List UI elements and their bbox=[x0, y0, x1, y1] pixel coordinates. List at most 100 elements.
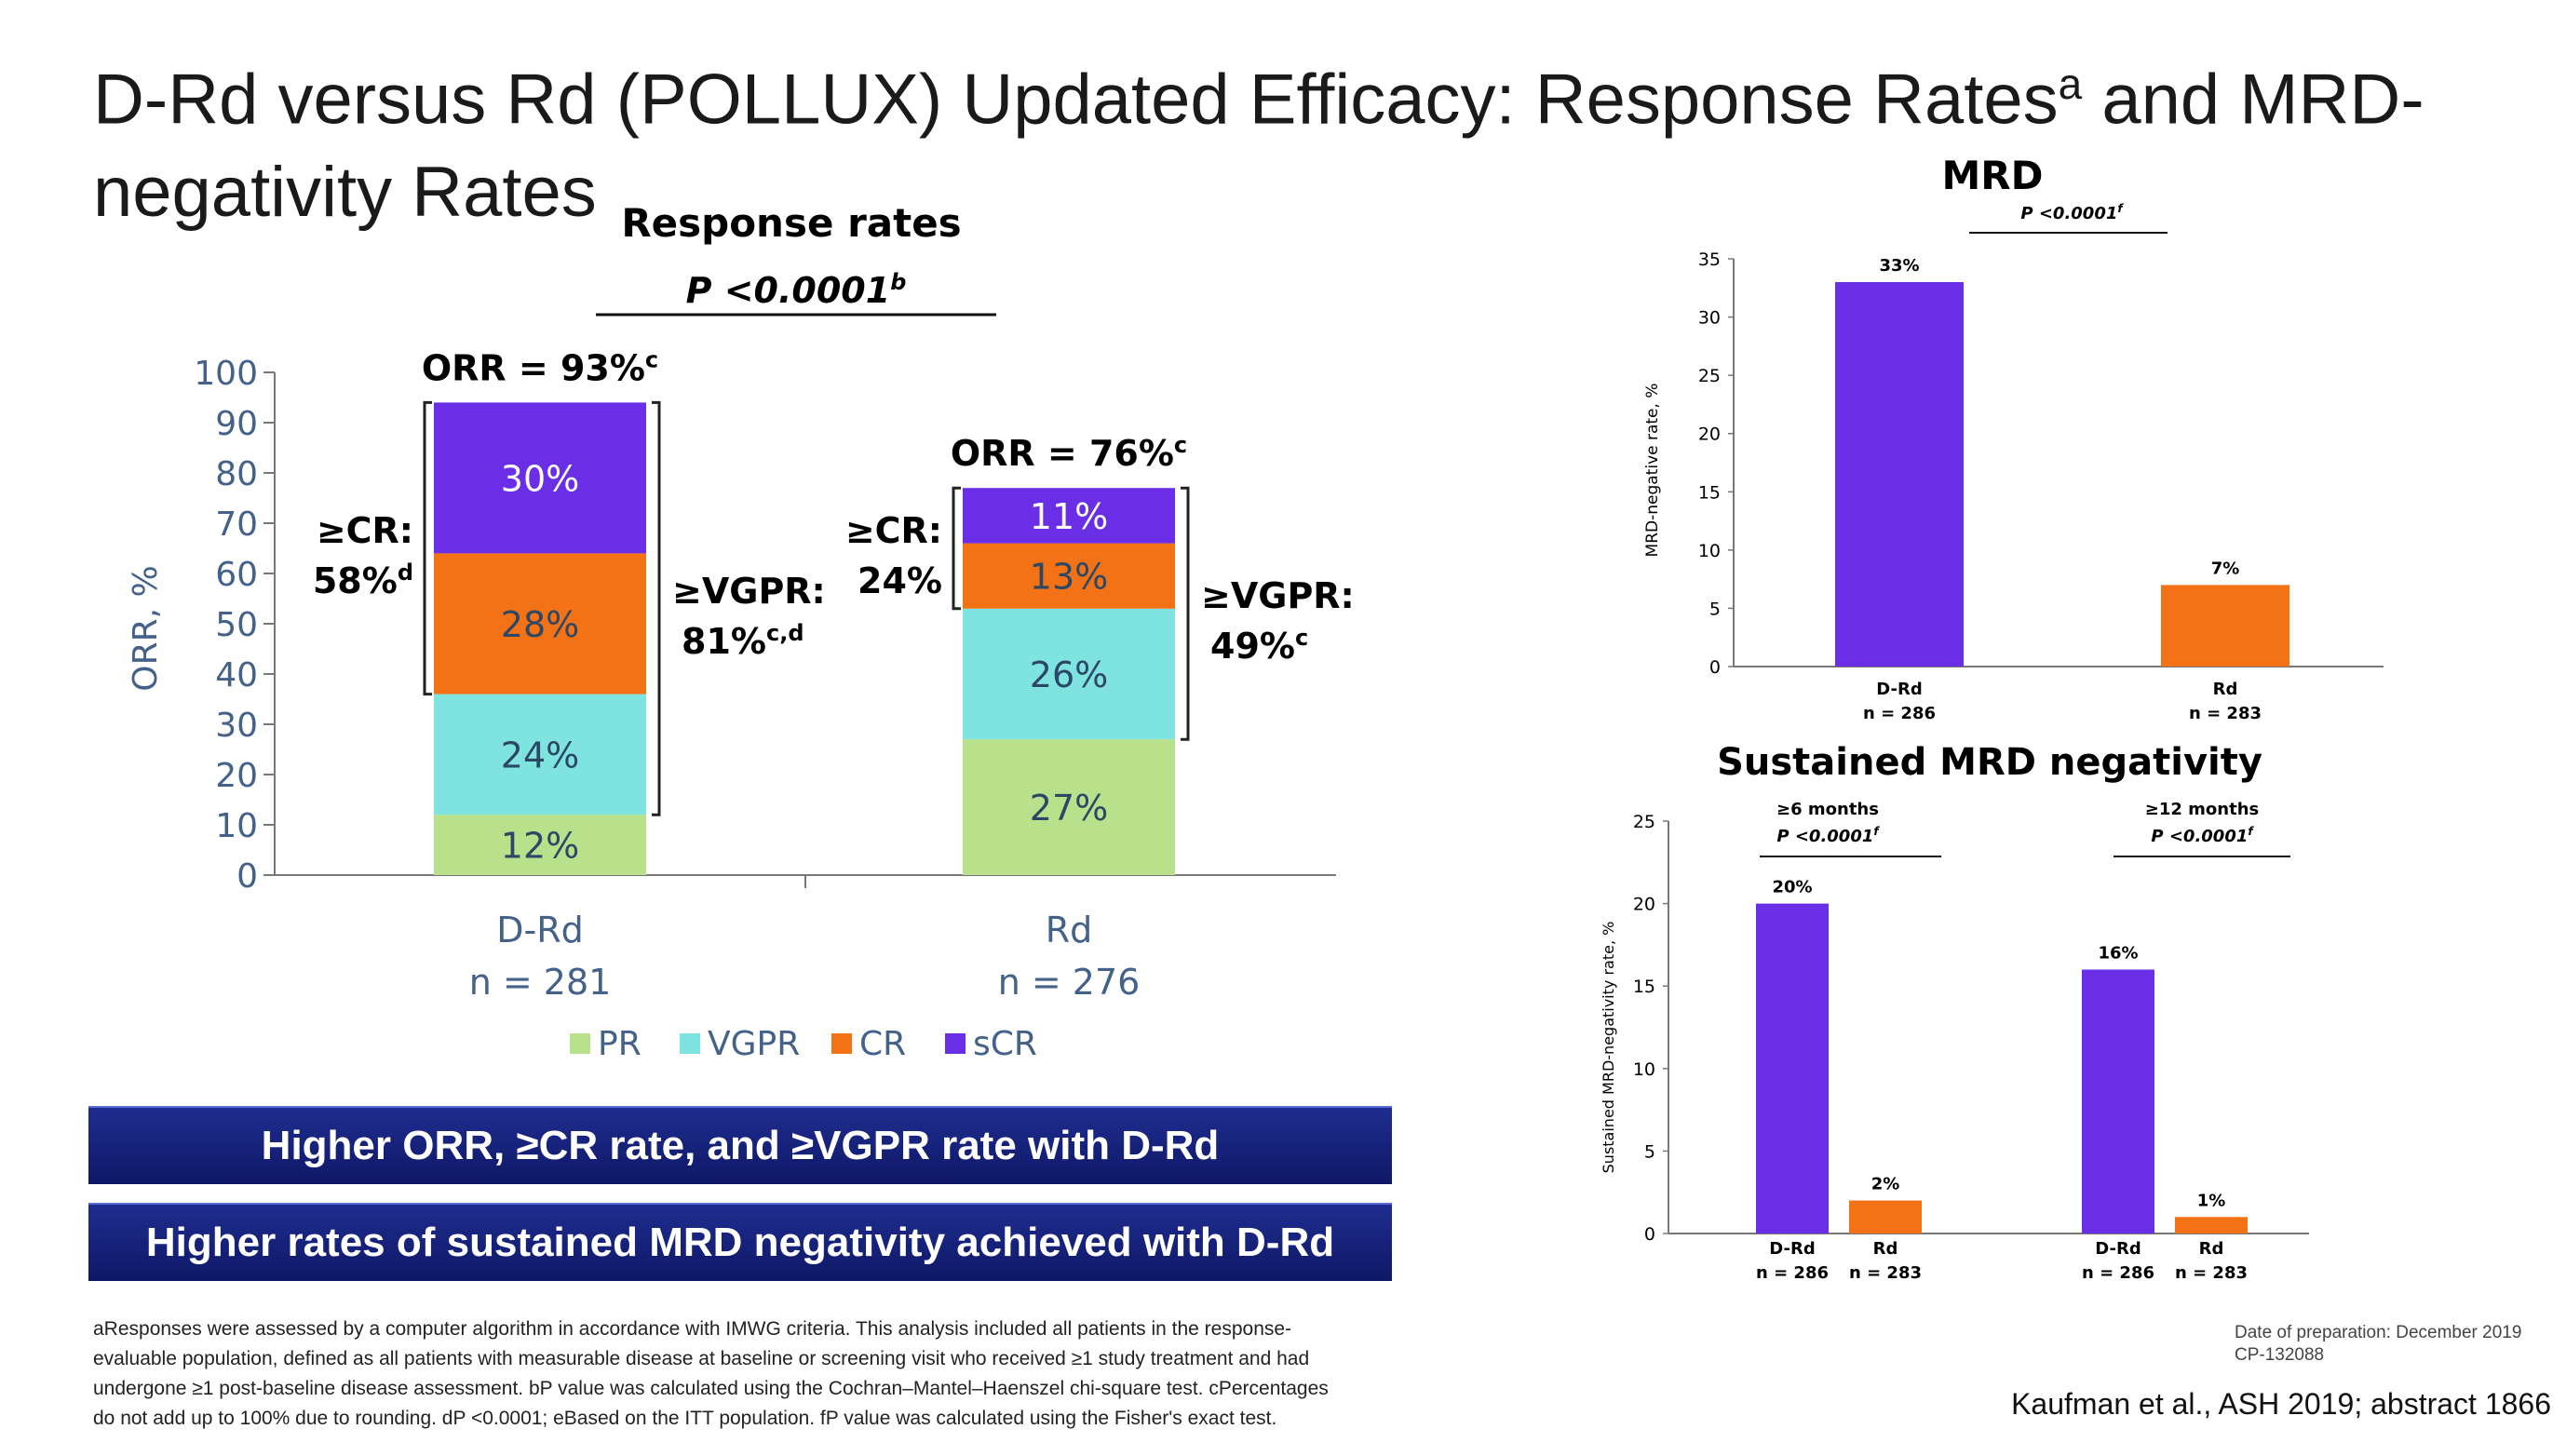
sustained-category-n: n = 286 bbox=[2082, 1263, 2154, 1283]
y-tick-label: 90 bbox=[215, 405, 258, 443]
citation: Kaufman et al., ASH 2019; abstract 1866 bbox=[2011, 1387, 2551, 1421]
bar-segment-vgpr bbox=[434, 694, 646, 816]
y-tick-label: 10 bbox=[215, 807, 258, 845]
sustained-bars: 0 5 10 15 20 25 ≥6 months P <0.0001f 20% D-Rd n = … bbox=[1633, 800, 2309, 1283]
mrd-bar bbox=[2161, 585, 2289, 667]
segment-label: 27% bbox=[1030, 788, 1108, 829]
sustained-y-tick-label: 0 bbox=[1644, 1224, 1655, 1245]
sustained-category-label: Rd bbox=[1873, 1239, 1898, 1259]
sustained-bar bbox=[2082, 969, 2154, 1234]
orr-label: ORR = 93%c bbox=[422, 346, 658, 388]
segment-label: 11% bbox=[1030, 496, 1108, 537]
sustained-bar bbox=[2175, 1217, 2248, 1234]
sustained-category-label: D-Rd bbox=[2095, 1239, 2141, 1259]
mrd-y-tick-label: 35 bbox=[1698, 249, 1721, 270]
response-rates-pvalue: P <0.0001b bbox=[686, 269, 907, 311]
sustained-y-tick-label: 25 bbox=[1633, 812, 1655, 832]
category-n: n = 276 bbox=[998, 962, 1141, 1003]
sustained-category-label: Rd bbox=[2199, 1239, 2224, 1259]
banner-mrd: Higher rates of sustained MRD negativity… bbox=[88, 1203, 1392, 1281]
sustained-mrd-chart: Sustained MRD negativity Sustained MRD-n… bbox=[1600, 741, 2309, 1283]
sustained-y-tick-label: 5 bbox=[1644, 1141, 1655, 1162]
sustained-bar-label: 20% bbox=[1772, 878, 1812, 897]
mrd-y-tick-label: 15 bbox=[1698, 482, 1721, 503]
sustained-title: Sustained MRD negativity bbox=[1717, 741, 2262, 784]
mrd-chart: MRD P <0.0001f MRD-negative rate, % 0 5 10… bbox=[1643, 153, 2384, 723]
sustained-y-tick-label: 10 bbox=[1633, 1059, 1655, 1080]
y-tick-label: 20 bbox=[215, 757, 258, 795]
segment-label: 26% bbox=[1030, 654, 1108, 695]
footnotes: aResponses were assessed by a computer a… bbox=[93, 1314, 1443, 1434]
mrd-y-tick-label: 0 bbox=[1709, 657, 1721, 678]
mrd-bar-label: 33% bbox=[1879, 256, 1919, 276]
bar-segment-cr bbox=[963, 543, 1175, 609]
sustained-group-pvalue: P <0.0001f bbox=[1776, 825, 1880, 846]
mrd-bar-label: 7% bbox=[2211, 559, 2240, 578]
legend-label-pr: PR bbox=[598, 1025, 642, 1063]
vgpr-bracket bbox=[652, 400, 661, 816]
segment-label: 30% bbox=[501, 458, 579, 499]
sustained-bar-label: 2% bbox=[1871, 1175, 1900, 1194]
y-tick-label: 50 bbox=[215, 606, 258, 644]
legend-swatch-cr bbox=[831, 1033, 852, 1054]
sustained-y-tick-label: 20 bbox=[1633, 895, 1655, 915]
cr-label: ≥CR: bbox=[845, 510, 942, 551]
vgpr-value: 81%c,d bbox=[682, 620, 804, 662]
mrd-category-label: Rd bbox=[2213, 680, 2238, 699]
response-rates-chart: Response rates P <0.0001b ORR, % 0 10 20 30… bbox=[127, 200, 1355, 1063]
sustained-group-name: ≥6 months bbox=[1776, 800, 1879, 819]
mrd-y-tick-label: 20 bbox=[1698, 425, 1721, 445]
y-tick-label: 30 bbox=[215, 707, 258, 745]
preparation-info: Date of preparation: December 2019 CP-13… bbox=[2235, 1322, 2551, 1367]
legend-swatch-scr bbox=[945, 1033, 966, 1054]
segment-label: 12% bbox=[501, 826, 579, 867]
cr-value: 58%d bbox=[313, 559, 413, 601]
mrd-title: MRD bbox=[1942, 153, 2044, 198]
mrd-pvalue: P <0.0001f bbox=[2020, 202, 2124, 223]
category-n: n = 281 bbox=[469, 962, 612, 1003]
legend-swatch-vgpr bbox=[680, 1033, 700, 1054]
legend-label-cr: CR bbox=[859, 1025, 906, 1063]
sustained-y-tick-label: 15 bbox=[1633, 977, 1655, 997]
footnote-line: evaluable population, defined as all pat… bbox=[93, 1348, 1310, 1369]
sustained-bar bbox=[1756, 903, 1829, 1234]
bar-segment-scr bbox=[434, 402, 646, 554]
stacked-bars: 12% 24% 28% 30% 27% 26% 13% 11% bbox=[434, 402, 1175, 875]
mrd-y-tick-label: 10 bbox=[1698, 541, 1721, 561]
sustained-group-name: ≥12 months bbox=[2145, 800, 2259, 819]
vgpr-value: 49%c bbox=[1210, 625, 1308, 667]
vgpr-label: ≥VGPR: bbox=[672, 571, 826, 612]
cr-bracket bbox=[952, 486, 961, 611]
bar-segment-vgpr bbox=[963, 608, 1175, 740]
sustained-category-n: n = 283 bbox=[2175, 1263, 2248, 1283]
mrd-category-n: n = 286 bbox=[1863, 704, 1936, 723]
orr-label: ORR = 76%c bbox=[951, 432, 1187, 474]
sustained-category-n: n = 283 bbox=[1849, 1263, 1922, 1283]
cr-label: ≥CR: bbox=[317, 510, 413, 551]
legend-label-vgpr: VGPR bbox=[708, 1025, 800, 1063]
mrd-y-tick-label: 30 bbox=[1698, 308, 1721, 329]
y-tick-label: 70 bbox=[215, 506, 258, 544]
sustained-bar-label: 1% bbox=[2197, 1191, 2226, 1210]
y-axis-label: ORR, % bbox=[127, 565, 165, 691]
footnote-line: aResponses were assessed by a computer a… bbox=[93, 1318, 1292, 1340]
y-tick-label: 60 bbox=[215, 556, 258, 594]
vgpr-label: ≥VGPR: bbox=[1201, 575, 1355, 616]
mrd-category-n: n = 283 bbox=[2189, 704, 2262, 723]
sustained-category-label: D-Rd bbox=[1769, 1239, 1816, 1259]
segment-label: 28% bbox=[501, 604, 579, 645]
segment-label: 13% bbox=[1030, 557, 1108, 598]
cr-bracket bbox=[423, 400, 432, 696]
sustained-bar-label: 16% bbox=[2098, 943, 2138, 963]
category-label: Rd bbox=[1046, 910, 1093, 950]
y-tick-label: 40 bbox=[215, 656, 258, 694]
y-tick-label: 80 bbox=[215, 455, 258, 493]
mrd-bars: 0 5 10 15 20 25 30 35 33% D-Rd n = 286 7% Rd n = 283 bbox=[1698, 249, 2384, 723]
cr-value: 24% bbox=[858, 560, 942, 601]
page-title: D-Rd versus Rd (POLLUX) Updated Efficacy… bbox=[93, 60, 2424, 233]
mrd-y-tick-label: 25 bbox=[1698, 366, 1721, 386]
mrd-y-label: MRD-negative rate, % bbox=[1643, 384, 1662, 558]
mrd-category-label: D-Rd bbox=[1876, 680, 1923, 699]
response-rates-title: Response rates bbox=[621, 200, 961, 246]
